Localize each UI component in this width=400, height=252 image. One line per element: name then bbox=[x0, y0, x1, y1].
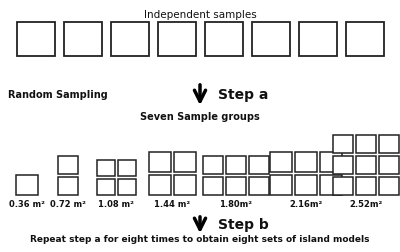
Bar bbox=[174, 152, 196, 172]
Bar bbox=[96, 179, 114, 195]
Bar bbox=[270, 152, 292, 172]
Bar bbox=[320, 175, 342, 195]
Bar bbox=[295, 175, 317, 195]
Bar bbox=[148, 152, 170, 172]
Bar bbox=[249, 156, 269, 174]
Text: 0.72 m²: 0.72 m² bbox=[50, 200, 86, 209]
Text: 1.44 m²: 1.44 m² bbox=[154, 200, 190, 209]
Bar bbox=[379, 135, 399, 153]
Bar bbox=[204, 22, 242, 56]
Bar bbox=[58, 156, 78, 174]
Text: Independent samples: Independent samples bbox=[144, 10, 256, 20]
Bar bbox=[110, 22, 148, 56]
Bar bbox=[298, 22, 336, 56]
Bar bbox=[356, 156, 376, 174]
Bar bbox=[58, 177, 78, 195]
Bar bbox=[356, 177, 376, 195]
Text: 2.52m²: 2.52m² bbox=[349, 200, 383, 209]
Bar bbox=[249, 177, 269, 195]
Bar bbox=[333, 177, 353, 195]
Bar bbox=[270, 175, 292, 195]
Text: 0.36 m²: 0.36 m² bbox=[9, 200, 45, 209]
Bar bbox=[174, 175, 196, 195]
Bar bbox=[203, 156, 223, 174]
Bar bbox=[118, 179, 136, 195]
Bar bbox=[16, 175, 38, 195]
Bar bbox=[226, 156, 246, 174]
Bar bbox=[96, 160, 114, 176]
Bar bbox=[356, 135, 376, 153]
Bar bbox=[158, 22, 196, 56]
Text: Step a: Step a bbox=[218, 88, 268, 102]
Text: 2.16m²: 2.16m² bbox=[289, 200, 323, 209]
Bar bbox=[118, 160, 136, 176]
Bar bbox=[148, 175, 170, 195]
Bar bbox=[333, 156, 353, 174]
Bar bbox=[226, 177, 246, 195]
Bar bbox=[320, 152, 342, 172]
Text: Random Sampling: Random Sampling bbox=[8, 90, 108, 100]
Bar bbox=[64, 22, 102, 56]
Bar bbox=[333, 135, 353, 153]
Bar bbox=[16, 22, 54, 56]
Text: 1.80m²: 1.80m² bbox=[220, 200, 252, 209]
Bar bbox=[203, 177, 223, 195]
Bar bbox=[295, 152, 317, 172]
Bar bbox=[346, 22, 384, 56]
Bar bbox=[379, 156, 399, 174]
Bar bbox=[379, 177, 399, 195]
Text: Step b: Step b bbox=[218, 218, 269, 232]
Text: Repeat step a for eight times to obtain eight sets of island models: Repeat step a for eight times to obtain … bbox=[30, 235, 370, 244]
Text: Seven Sample groups: Seven Sample groups bbox=[140, 112, 260, 122]
Text: 1.08 m²: 1.08 m² bbox=[98, 200, 134, 209]
Bar bbox=[252, 22, 290, 56]
